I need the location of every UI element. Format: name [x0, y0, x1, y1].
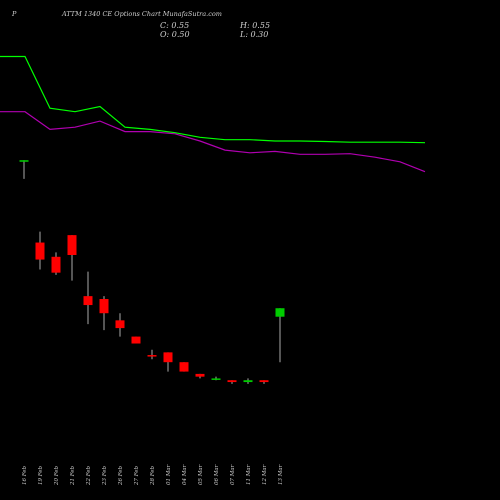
candle-body [211, 378, 221, 380]
x-tick-label: 13 Mar [278, 464, 284, 485]
x-tick-label: 06 Mar [214, 464, 220, 485]
candle [211, 376, 221, 381]
overlay-line-0 [0, 55, 426, 144]
high-value-label: H: 0.55 [239, 21, 270, 30]
candle [163, 352, 173, 372]
close-value-label: C: 0.55 [160, 21, 189, 30]
x-tick-label: 23 Feb [102, 465, 108, 486]
x-tick-label: 20 Feb [54, 465, 60, 486]
candle-body [259, 380, 269, 383]
candle-body [227, 380, 237, 383]
candle [67, 235, 77, 281]
open-value-label: O: 0.50 [160, 30, 190, 39]
x-tick-label: 27 Feb [134, 465, 140, 486]
overlay-lines [0, 55, 426, 173]
candle-body [195, 373, 205, 377]
candle [115, 313, 125, 337]
candle-body [67, 235, 77, 255]
candle [83, 271, 93, 325]
x-tick-label: 05 Mar [198, 464, 204, 485]
x-tick-label: 19 Feb [38, 465, 44, 485]
candle [179, 362, 189, 372]
candle [243, 378, 253, 384]
x-axis-ticks: 16 Feb 19 Feb 20 Feb 21 Feb 22 Feb 23 Feb 26 F… [22, 464, 284, 486]
x-tick-label: 12 Mar [262, 464, 268, 485]
symbol-label: P [11, 10, 17, 18]
candle [35, 231, 45, 270]
x-tick-label: 28 Feb [150, 465, 156, 486]
candle-body [51, 256, 61, 273]
x-tick-label: 11 Mar [246, 464, 252, 485]
x-tick-label: 22 Feb [86, 465, 92, 486]
x-tick-label: 01 Mar [166, 464, 172, 485]
candle-body [99, 299, 109, 314]
candle-body [163, 352, 173, 363]
overlay-line-1 [0, 111, 426, 173]
candle-body [179, 362, 189, 372]
x-tick-label: 04 Mar [182, 464, 188, 485]
x-tick-label: 26 Feb [118, 465, 124, 486]
chart-title: ATTM 1340 CE Options Chart MunafaSutra.c… [61, 10, 222, 18]
candle [99, 296, 109, 331]
candle [275, 308, 285, 363]
candles [19, 160, 285, 384]
candle [259, 380, 269, 384]
candle-body [19, 160, 29, 162]
candle-body [147, 355, 157, 357]
candle-body [275, 308, 285, 317]
x-tick-label: 21 Feb [70, 465, 76, 486]
candle [147, 349, 157, 360]
candle-body [35, 242, 45, 260]
candle-body [243, 380, 253, 383]
x-tick-label: 16 Feb [22, 465, 28, 485]
candle-body [83, 296, 93, 306]
candle [51, 252, 61, 275]
candle [19, 160, 29, 179]
candle-body [131, 336, 141, 344]
low-value-label: L: 0.30 [239, 30, 268, 39]
candle [131, 336, 141, 344]
candle [227, 380, 237, 384]
candle-body [115, 320, 125, 329]
x-tick-label: 07 Mar [230, 464, 236, 485]
candle [195, 373, 205, 379]
